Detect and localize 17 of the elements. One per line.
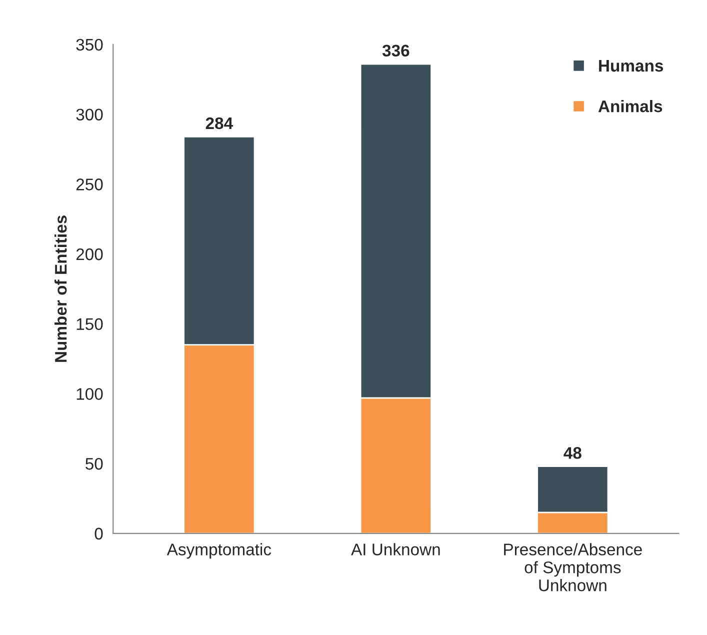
y-tick-label: 100 xyxy=(76,388,103,400)
y-tick-label: 300 xyxy=(76,108,103,121)
legend-label: Animals xyxy=(598,100,662,112)
y-tick-label: 250 xyxy=(76,178,103,190)
x-tick-label: Presence/Absence of Symptoms Unknown xyxy=(504,543,642,592)
x-tick-label: AI Unknown xyxy=(351,543,440,556)
total-label: 284 xyxy=(206,117,233,130)
x-tick-label: Asymptomatic xyxy=(166,543,272,559)
y-tick-label: 150 xyxy=(76,318,103,330)
legend-label: Humans xyxy=(599,60,664,72)
y-tick-label: 200 xyxy=(76,248,103,260)
total-label: 336 xyxy=(382,44,410,57)
total-label: 48 xyxy=(564,447,582,459)
y-tick-label: 50 xyxy=(86,458,103,470)
y-tick-label: 350 xyxy=(76,38,103,51)
y-axis-title: Number of Entities xyxy=(54,216,67,362)
y-tick-label: 0 xyxy=(94,528,103,540)
